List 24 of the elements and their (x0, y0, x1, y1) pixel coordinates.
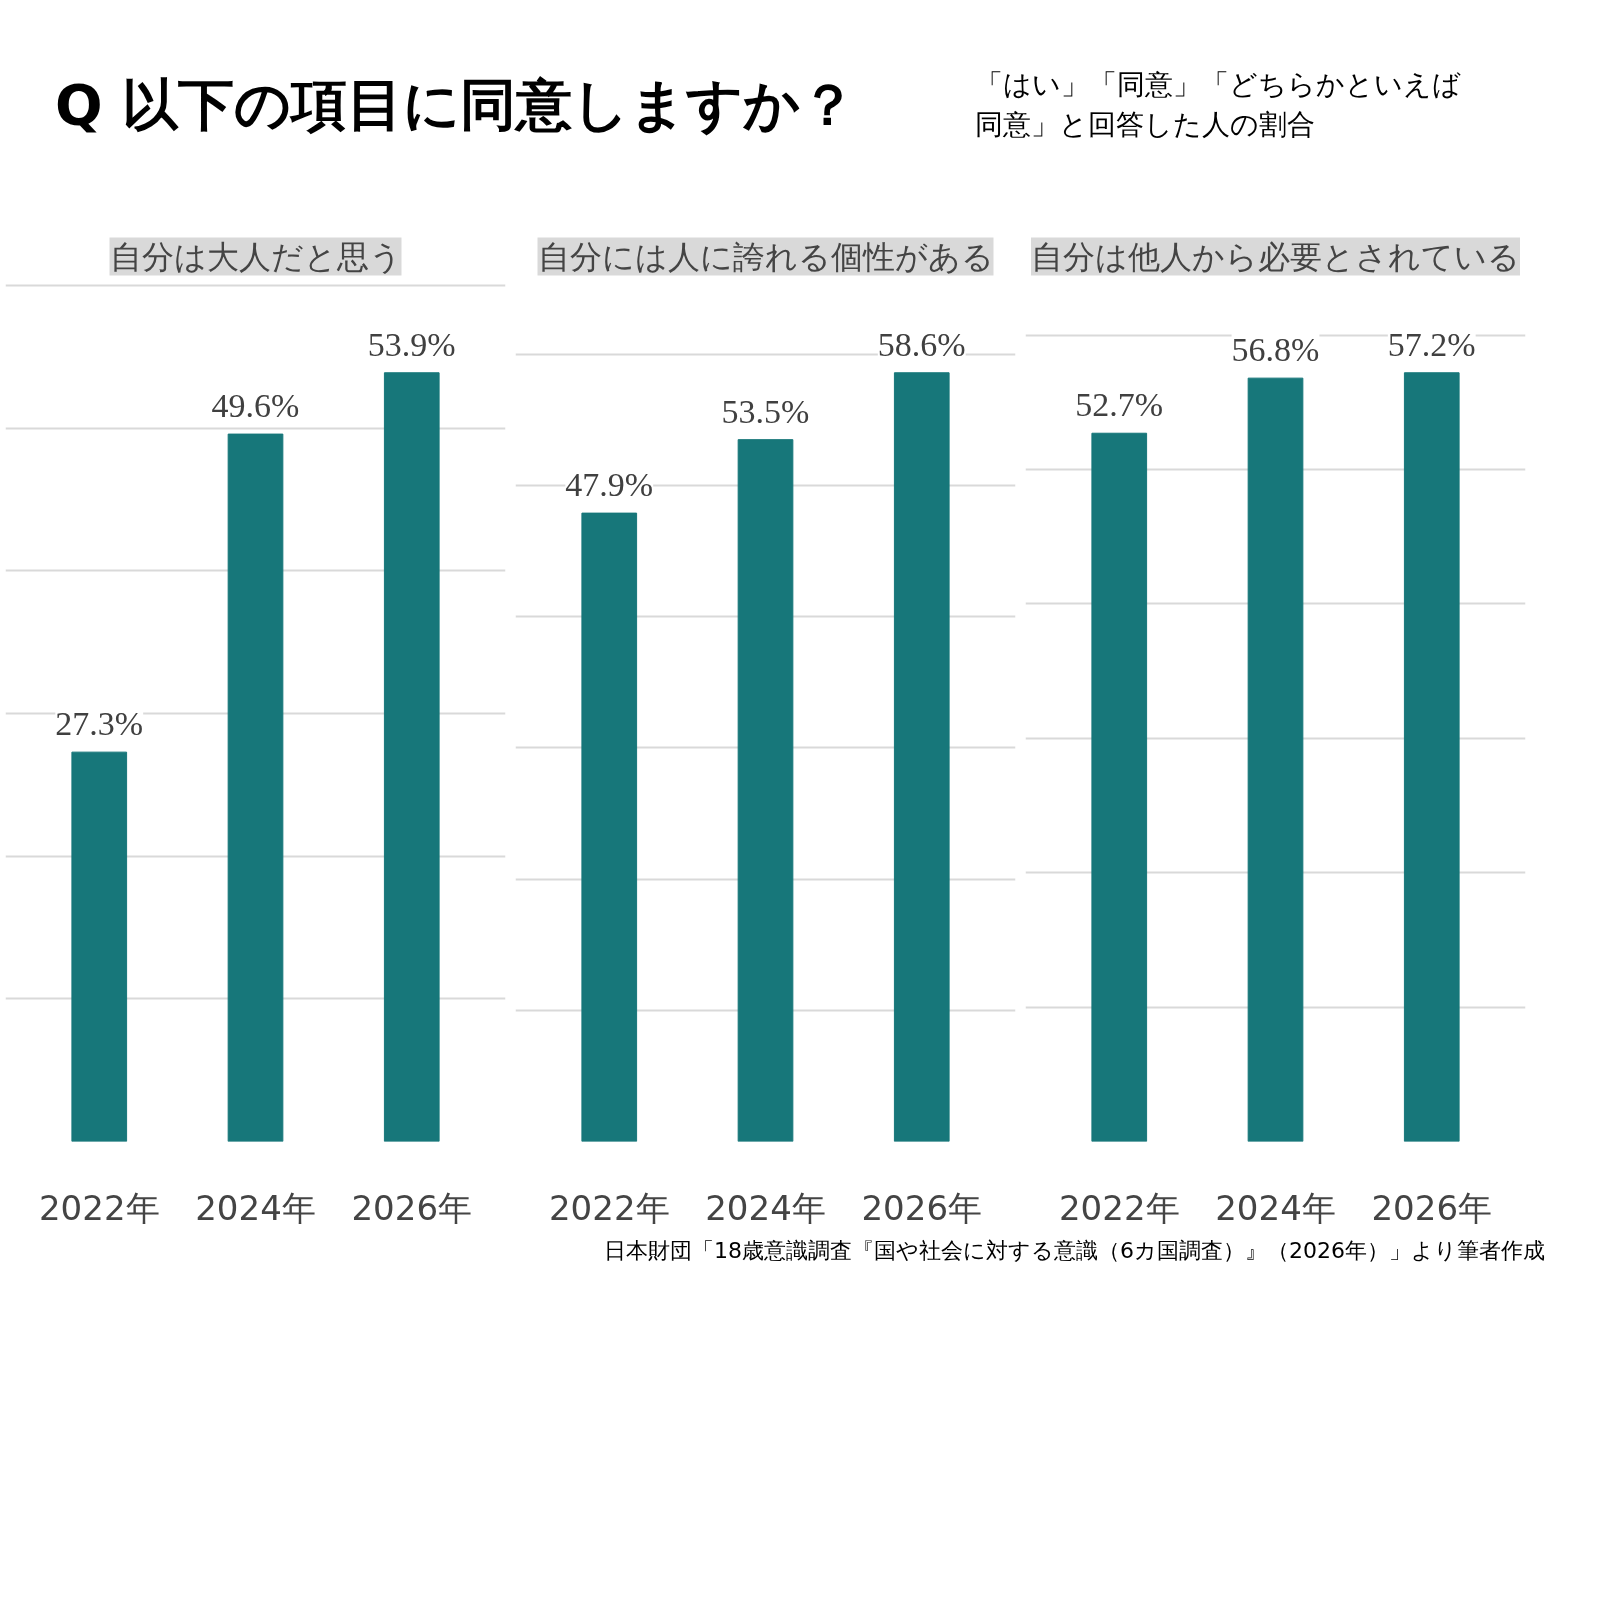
data-label: 57.2% (1387, 325, 1476, 363)
chart-title: 自分は他人から必要とされている (1031, 237, 1520, 276)
data-label: 53.9% (367, 325, 456, 363)
x-tick-label: 2024年 (705, 1187, 826, 1228)
x-tick-label: 2022年 (1058, 1187, 1180, 1228)
text: 「はい」「同意」「どちらかといえば同意」と回答した人の割合 (975, 67, 1462, 143)
data-label: 58.6% (877, 325, 966, 363)
data-label: 47.9% (565, 466, 654, 504)
data-label: 27.3% (55, 705, 144, 743)
x-tick-label: 2026年 (1371, 1187, 1493, 1228)
x-tick-label: 2026年 (861, 1187, 983, 1228)
text: 日本財団「18歳意識調査『国や社会に対する意識（6カ国調査）』（2026年）」より筆者作成 (603, 1237, 1545, 1265)
x-tick-label: 2022年 (548, 1187, 670, 1228)
data-label: 53.5% (721, 392, 810, 430)
data-label: 49.6% (211, 387, 300, 425)
x-tick-label: 2022年 (38, 1187, 160, 1228)
data-label: 52.7% (1075, 386, 1164, 424)
data-label: 56.8% (1231, 331, 1320, 369)
chart-title: 自分には人に誇れる個性がある (537, 237, 994, 276)
text: Q 以下の項目に同意しますか？ (55, 71, 858, 139)
x-tick-label: 2026年 (351, 1187, 473, 1228)
x-tick-label: 2024年 (1215, 1187, 1336, 1228)
chart-title: 自分は大人だと思う (109, 237, 402, 276)
x-tick-label: 2024年 (195, 1187, 316, 1228)
